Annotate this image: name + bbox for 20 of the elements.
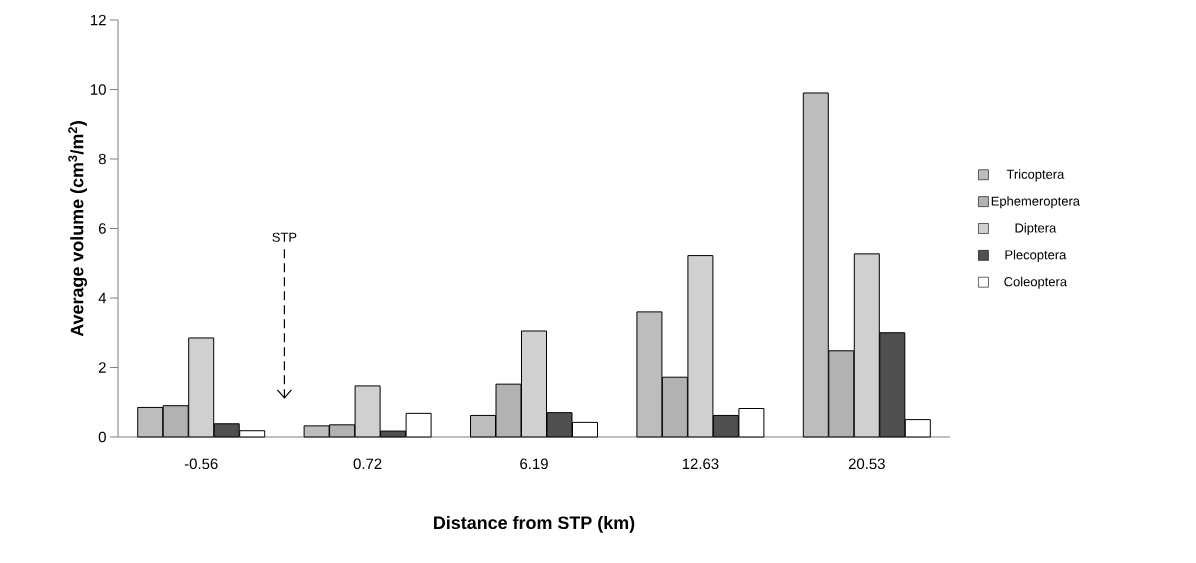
annotation: STP <box>272 232 297 242</box>
x-tick-label: 0.72 <box>353 458 382 470</box>
y-tick-label: 6 <box>98 223 106 234</box>
y-tick-label: 12 <box>91 14 106 26</box>
y-tick-label: 4 <box>98 292 107 304</box>
x-tick-label: 6.19 <box>520 458 548 470</box>
y-tick-label: 0 <box>98 431 106 443</box>
y-axis-title: Average volume (cm$^{3}$/m$^{2}$) <box>68 121 88 337</box>
y-tick-label: 2 <box>98 362 106 373</box>
legend-label: Ephemeroptera <box>991 196 1080 209</box>
x-tick-label: -0.56 <box>184 458 218 470</box>
y-tick-label: 10 <box>91 84 106 95</box>
legend-label: Plecoptera <box>1005 249 1067 262</box>
x-tick-label: 20.53 <box>848 458 885 470</box>
legend-label: Coleoptera <box>1004 276 1068 289</box>
legend-label: Diptera <box>1015 223 1057 236</box>
legend-label: Tricoptera <box>1006 169 1065 182</box>
x-tick-label: 12.63 <box>682 458 719 470</box>
y-tick-label: 8 <box>98 153 106 165</box>
x-axis-title: Distance from STP (km) <box>434 515 635 533</box>
